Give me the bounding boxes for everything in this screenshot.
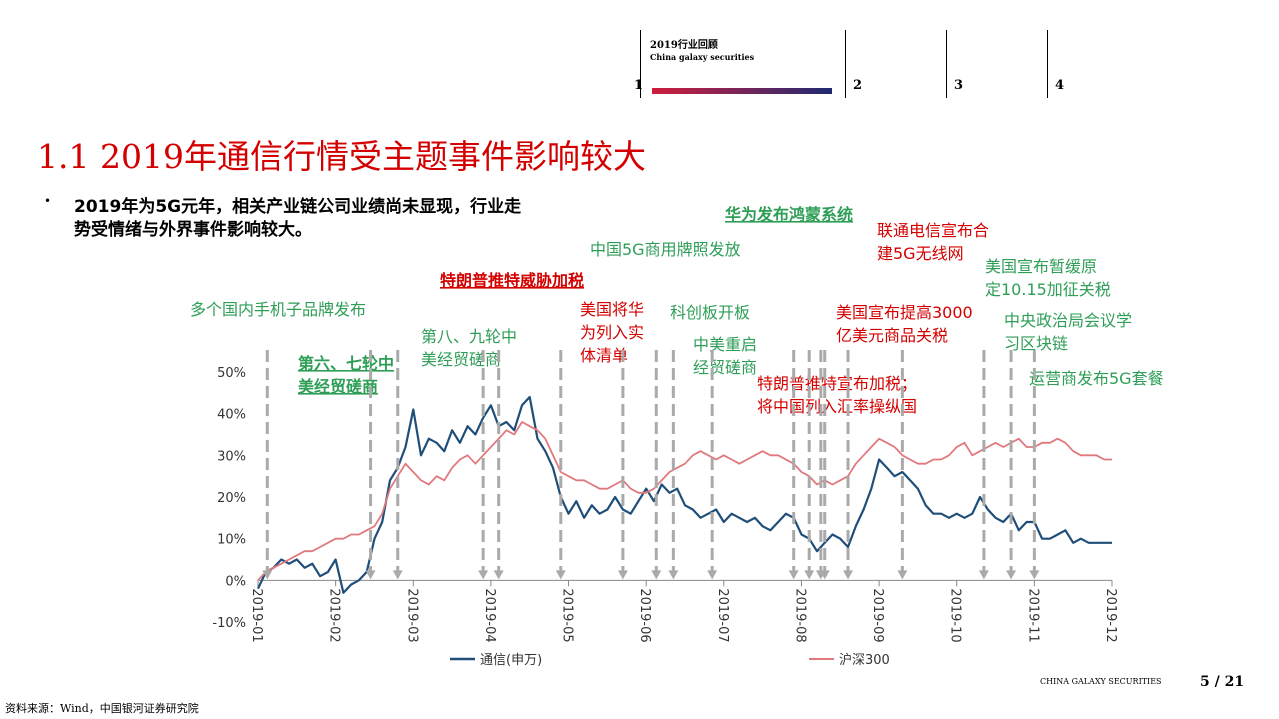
event-marker-arrow — [788, 570, 799, 580]
x-tick-label: 2019-10 — [948, 588, 963, 642]
legend-label-telecom: 通信(申万) — [480, 653, 542, 668]
event-marker-arrow — [897, 570, 908, 580]
slide-title: 1.1 2019年通信行情受主题事件影响较大 — [37, 137, 646, 176]
x-tick-label: 2019-05 — [560, 588, 575, 642]
event-annotation: 中美重启 — [693, 335, 757, 354]
event-annotation: 中国5G商用牌照发放 — [590, 240, 741, 259]
legend-label-csi300: 沪深300 — [839, 652, 890, 668]
nav-number-2[interactable]: 2 — [853, 78, 863, 93]
event-annotation: 特朗普推特宣布加税； — [757, 374, 917, 393]
event-marker-arrow — [651, 570, 662, 580]
event-marker-arrow — [478, 570, 489, 580]
event-annotation: 华为发布鸿蒙系统 — [725, 205, 853, 224]
bullet-text: 2019年为5G元年，相关产业链公司业绩尚未显现，行业走 势受情绪与外界事件影响… — [74, 196, 594, 242]
event-annotation: 联通电信宣布合 — [877, 221, 989, 240]
series-line-csi300 — [257, 421, 1112, 581]
event-annotation: 体清单 — [580, 346, 628, 365]
y-tick-label: 0% — [225, 574, 246, 589]
nav-divider — [946, 30, 947, 98]
section-nav: 2019行业回顾 China galaxy securities 1 2 3 4 — [634, 30, 1120, 98]
event-markers — [262, 350, 1040, 580]
event-marker-arrow — [819, 570, 830, 580]
event-marker-arrow — [555, 570, 566, 580]
x-tick-label: 2019-06 — [637, 588, 652, 642]
event-marker-arrow — [392, 570, 403, 580]
bullet-line-2: 势受情绪与外界事件影响较大。 — [74, 220, 312, 240]
x-tick-label: 2019-02 — [327, 588, 342, 642]
event-annotation: 第八、九轮中 — [421, 327, 517, 346]
y-tick-label: -10% — [212, 616, 246, 631]
y-tick-label: 40% — [217, 408, 246, 423]
event-annotation: 经贸磋商 — [693, 358, 757, 377]
event-marker-arrow — [668, 570, 679, 580]
event-annotation: 将中国列入汇率操纵国 — [757, 397, 917, 416]
x-tick-label: 2019-12 — [1103, 588, 1118, 642]
source-note: 资料来源：Wind，中国银河证券研究院 — [5, 702, 199, 715]
x-tick-label: 2019-03 — [404, 588, 419, 642]
event-marker-arrow — [262, 570, 273, 580]
nav-number-4[interactable]: 4 — [1055, 78, 1065, 93]
event-annotation: 为列入实 — [580, 323, 644, 342]
event-annotation: 美国将华 — [580, 300, 644, 319]
event-marker-arrow — [493, 570, 504, 580]
bullet-line-1: 2019年为5G元年，相关产业链公司业绩尚未显现，行业走 — [74, 197, 522, 217]
event-annotation: 特朗普推特威胁加税 — [440, 271, 584, 290]
event-marker-arrow — [1006, 570, 1017, 580]
event-annotation: 美国宣布提高3000 — [836, 303, 973, 322]
section-title: 2019行业回顾 — [650, 40, 718, 51]
event-annotation: 运营商发布5G套餐 — [1029, 369, 1164, 388]
event-annotation: 亿美元商品关税 — [836, 326, 948, 345]
chart-legend: 通信(申万) 沪深300 — [450, 652, 890, 668]
event-marker-arrow — [804, 570, 815, 580]
event-annotation: 科创板开板 — [670, 303, 750, 322]
nav-number-1[interactable]: 1 — [634, 78, 644, 93]
event-annotation: 建5G无线网 — [877, 244, 964, 263]
nav-divider — [1047, 30, 1048, 98]
event-annotation: 习区块链 — [1004, 334, 1068, 353]
y-tick-label: 30% — [217, 449, 246, 464]
event-annotation: 美经贸磋商 — [421, 350, 501, 369]
x-tick-label: 2019-04 — [482, 588, 497, 642]
page-number: 5 / 21 — [1200, 674, 1245, 690]
chart-axes: 50% 40% 30% 20% 10% 0% -10% 2019-01 2019-02 2019-… — [212, 366, 1118, 643]
y-tick-label: 10% — [217, 533, 246, 548]
bullet-dot: • — [44, 194, 52, 208]
event-marker-arrow — [617, 570, 628, 580]
series-line-telecom — [257, 395, 1112, 594]
nav-divider — [845, 30, 846, 98]
event-annotation: 多个国内手机子品牌发布 — [190, 300, 366, 319]
section-subtitle: China galaxy securities — [650, 52, 755, 62]
event-marker-arrow — [978, 570, 989, 580]
event-marker-arrow — [843, 570, 854, 580]
x-tick-label: 2019-01 — [249, 588, 264, 642]
x-tick-label: 2019-11 — [1025, 588, 1040, 642]
event-annotation: 第六、七轮中 — [298, 354, 394, 373]
x-tick-label: 2019-07 — [715, 588, 730, 642]
x-tick-label: 2019-09 — [870, 588, 885, 642]
annotations-layer: 多个国内手机子品牌发布第六、七轮中美经贸磋商第八、九轮中美经贸磋商特朗普推特威胁… — [190, 205, 1164, 416]
section-progress-bar — [652, 88, 832, 94]
footer-logo: CHINA GALAXY SECURITIES — [1040, 677, 1162, 686]
nav-number-3[interactable]: 3 — [954, 78, 964, 93]
event-marker-arrow — [707, 570, 718, 580]
event-marker-arrow — [1029, 570, 1040, 580]
y-tick-label: 20% — [217, 491, 246, 506]
x-tick-label: 2019-08 — [792, 588, 807, 642]
event-marker-arrow — [365, 570, 376, 580]
y-tick-label: 50% — [217, 366, 246, 381]
event-annotation: 定10.15加征关税 — [985, 280, 1111, 299]
nav-divider — [640, 30, 641, 98]
event-annotation: 中央政治局会议学 — [1004, 311, 1132, 330]
chart-series — [257, 395, 1112, 594]
event-annotation: 美经贸磋商 — [298, 377, 378, 396]
event-annotation: 美国宣布暂缓原 — [985, 257, 1097, 276]
